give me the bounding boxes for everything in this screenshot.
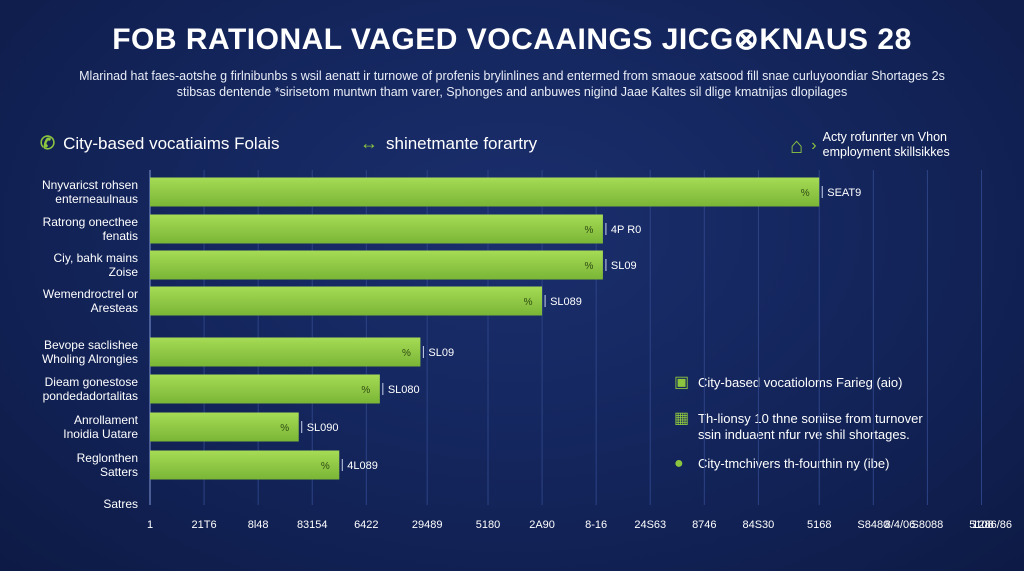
legend-item-house: ⌂ › Acty rofunrter vn Vhon employment sk…	[790, 130, 950, 160]
bar-percent-label: %	[584, 261, 593, 272]
category-label: Bevope saclishee Wholing Alrongies	[42, 338, 138, 366]
x-tick-label: S8088	[911, 519, 943, 531]
category-label-line: Zoise	[109, 265, 139, 279]
bar-percent-label: %	[361, 385, 370, 396]
arrows-icon: ↔	[360, 133, 378, 153]
phone-icon: ✆	[40, 133, 56, 153]
bar-percent-label: %	[402, 348, 411, 359]
chevron-icon: ›	[811, 136, 817, 154]
data-label: SL09	[611, 260, 637, 272]
category-label: Dieam gonestose pondedadortalitas	[43, 375, 139, 403]
legend-label: shinetmante forartry	[386, 133, 538, 153]
data-label: SL09	[428, 347, 454, 359]
category-label-line: Ratrong onecthee	[43, 215, 139, 229]
category-label-line: Satters	[100, 465, 138, 479]
data-label: 4P R0	[611, 224, 641, 236]
legend-label: City-based vocatiaims Folais	[63, 133, 280, 153]
category-label-line: fenatis	[103, 229, 138, 243]
bar-percent-label: %	[801, 188, 810, 199]
side-legend-item-1: ▣ City-based vocatioloms Farieg (aio)	[674, 375, 902, 391]
subtitle-line-2: stibsas dentende *sirisetom muntwn tham …	[176, 85, 848, 99]
legend-label: City-tmchivers th-fourthin ny (ibe)	[698, 456, 890, 471]
category-label-line: Anrollament	[74, 413, 139, 427]
legend-label-2: employment skillsikkes	[822, 145, 950, 159]
x-tick-label: 84S30	[742, 519, 774, 531]
category-label-line: Bevope saclishee	[44, 338, 138, 352]
x-tick-label: 83154	[297, 519, 328, 531]
category-label-line: Nnyvaricst rohsen	[42, 178, 138, 192]
bar	[150, 412, 299, 442]
chart-title: FOB RATIONAL VAGED VOCAAINGS JICG⊗KNAUS …	[112, 23, 912, 56]
legend-item-city-based: ✆ City-based vocatiaims Folais	[40, 133, 279, 154]
category-label-line: Dieam gonestose	[45, 375, 139, 389]
category-label: Anrollament Inoidia Uatare	[63, 413, 138, 441]
legend-label: City-based vocatioloms Farieg (aio)	[698, 375, 903, 390]
category-label-line: Ciy, bahk mains	[54, 251, 138, 265]
x-tick-label: 2A90	[529, 519, 555, 531]
side-legend-item-3: ● City-tmchivers th-fourthin ny (ibe)	[674, 456, 889, 472]
x-tick-label: 24S63	[634, 519, 666, 531]
bar	[150, 250, 603, 280]
data-label: SL090	[307, 422, 339, 434]
bar-percent-label: %	[584, 225, 593, 236]
x-tick-label: 1	[147, 519, 153, 531]
side-legend-item-2: ▦ Th-lionsy 10 thne soniise from turnove…	[674, 411, 923, 443]
x-tick-label: 6422	[354, 519, 378, 531]
category-label: Wemendroctrel or Aresteas	[43, 287, 138, 315]
legend-label: Th-lionsy 10 thne soniise from turnover	[698, 411, 923, 426]
legend-label-2: ssin induaent nfur rve shil shortages.	[698, 427, 910, 442]
x-tick-label: 8-16	[585, 519, 607, 531]
category-label-line: Inoidia Uatare	[63, 427, 138, 441]
data-label: SL080	[388, 384, 420, 396]
category-label: Nnyvaricst rohsen enterneaulnaus	[42, 178, 138, 206]
bar	[150, 337, 421, 367]
data-label: 4L089	[347, 460, 378, 472]
data-label: SEAT9	[827, 187, 861, 199]
subtitle-line-1: Mlarinad hat faes-aotshe g firlnibunbs s…	[79, 69, 945, 83]
data-label: SL089	[550, 296, 582, 308]
bar	[150, 374, 380, 404]
x-tick-label: 21T6	[192, 519, 217, 531]
x-tick-label: 8l48	[248, 519, 269, 531]
bar	[150, 214, 603, 244]
bar	[150, 450, 340, 480]
chart-subtitle: Mlarinad hat faes-aotshe g firlnibunbs s…	[60, 68, 964, 100]
category-label: Reglonthen Satters	[77, 451, 138, 479]
category-label-line: enterneaulnaus	[55, 192, 138, 206]
x-tick-label: 8746	[692, 519, 716, 531]
category-label-line: pondedadortalitas	[43, 389, 138, 403]
legend-item-arrows: ↔ shinetmante forartry	[360, 133, 537, 154]
category-label: Ratrong onecthee fenatis	[43, 215, 139, 243]
building-icon: ▦	[674, 410, 690, 427]
x-tick-label: 8/4/06	[885, 519, 916, 531]
lock-icon: ▣	[674, 374, 690, 391]
bar-percent-label: %	[321, 461, 330, 472]
bar-percent-label: %	[280, 423, 289, 434]
x-tick-label: 5168	[807, 519, 831, 531]
bar-percent-label: %	[524, 297, 533, 308]
category-label-line: Aresteas	[91, 301, 138, 315]
house-icon: ⌂	[790, 132, 804, 158]
x-tick-label: 1286/86	[972, 519, 1012, 531]
legend-label: Acty rofunrter vn Vhon	[822, 130, 947, 144]
x-tick-label: 5108	[969, 519, 993, 531]
bar	[150, 177, 820, 207]
category-label-line: Wholing Alrongies	[42, 352, 138, 366]
category-label-line: Reglonthen	[77, 451, 138, 465]
bar	[150, 286, 543, 316]
x-tick-label: 5180	[476, 519, 500, 531]
leaf-icon: ●	[674, 455, 684, 472]
x-tick-label: 29489	[412, 519, 443, 531]
x-tick-label: S8480	[857, 519, 889, 531]
x-axis-label: Satres	[103, 497, 138, 511]
category-label: Ciy, bahk mains Zoise	[54, 251, 139, 279]
category-label-line: Wemendroctrel or	[43, 287, 138, 301]
